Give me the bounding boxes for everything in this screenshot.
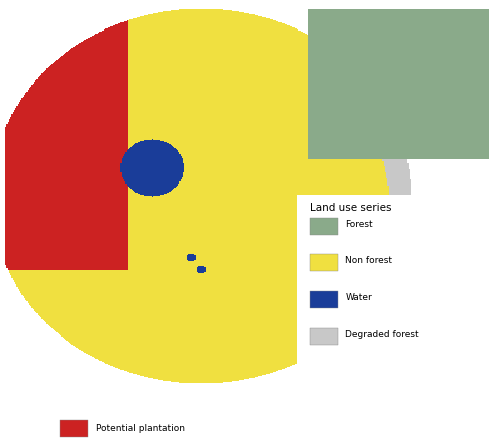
- Text: Potential plantation: Potential plantation: [96, 424, 185, 433]
- Text: Land use series: Land use series: [310, 202, 392, 212]
- Text: Forest: Forest: [345, 220, 373, 228]
- Text: Water: Water: [345, 293, 372, 302]
- Text: Degraded forest: Degraded forest: [345, 330, 419, 339]
- Text: Non forest: Non forest: [345, 256, 392, 265]
